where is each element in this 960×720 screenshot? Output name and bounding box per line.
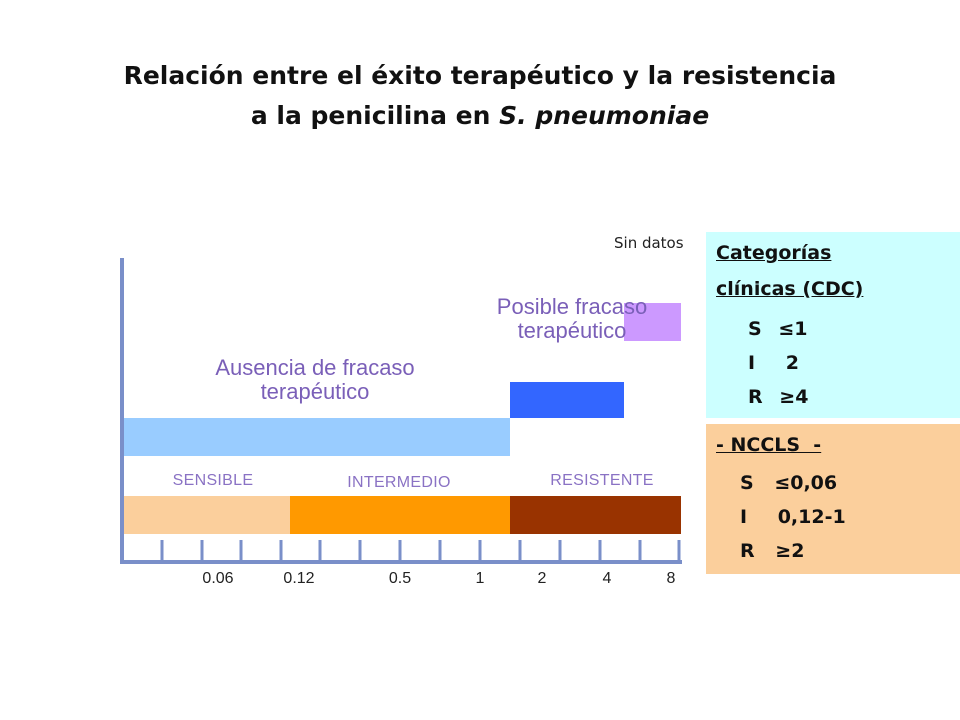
less-equal-icon: ≤ — [774, 472, 791, 494]
title-line-2-prefix: a la penicilina en — [250, 101, 500, 130]
sin-datos-label: Sin datos — [614, 234, 684, 252]
cdc-heading-2: clínicas (CDC) — [716, 278, 864, 300]
intermedio-label: INTERMEDIO — [347, 474, 451, 491]
cdc-cat: I — [748, 352, 756, 374]
tick-label: 0.06 — [202, 570, 234, 587]
posible-fracaso-bar — [510, 382, 624, 418]
cdc-val: 4 — [795, 386, 809, 408]
tick-label: 2 — [537, 570, 547, 587]
cdc-cat: S — [748, 318, 762, 340]
nccls-val: 2 — [791, 540, 805, 562]
nccls-categories-box: - NCCLS - S ≤0,06 I 0,12-1 R ≥2 — [706, 424, 960, 574]
sin-datos-bar — [624, 303, 681, 341]
sensible-label: SENSIBLE — [172, 472, 254, 489]
greater-equal-icon: ≥ — [779, 386, 796, 408]
cdc-row-s: S ≤1 — [748, 318, 807, 340]
nccls-heading: - NCCLS - — [716, 434, 822, 456]
tick-label: 1 — [475, 570, 485, 587]
cdc-val: 1 — [794, 318, 808, 340]
x-axis-ticks — [160, 540, 681, 562]
nccls-val: 0,12-1 — [777, 506, 846, 528]
less-equal-icon: ≤ — [778, 318, 795, 340]
tick-label: 0.5 — [388, 570, 412, 587]
tick-label: 4 — [602, 570, 612, 587]
cdc-cat: R — [748, 386, 763, 408]
cdc-categories-box: Categorías clínicas (CDC) S ≤1 I 2 R ≥4 — [706, 232, 960, 418]
title-line-1: Relación entre el éxito terapéutico y la… — [123, 61, 837, 90]
resistente-label: RESISTENTE — [550, 472, 654, 489]
intermedio-bar — [290, 496, 510, 534]
cdc-row-r: R ≥4 — [748, 386, 808, 408]
ausencia-fracaso-label: Ausencia de fracaso terapéutico — [215, 355, 415, 404]
ausencia-fracaso-bar — [122, 418, 510, 456]
cdc-heading-1: Categorías — [716, 242, 832, 264]
nccls-row-r: R ≥2 — [740, 540, 804, 562]
tick-label: 8 — [666, 570, 676, 587]
resistente-bar — [510, 496, 681, 534]
greater-equal-icon: ≥ — [775, 540, 792, 562]
nccls-row-i: I 0,12-1 — [740, 506, 846, 528]
nccls-cat: S — [740, 472, 754, 494]
nccls-row-s: S ≤0,06 — [740, 472, 837, 494]
nccls-cat: I — [740, 506, 748, 528]
title-organism: S. pneumoniae — [499, 101, 710, 130]
slide-title: Relación entre el éxito terapéutico y la… — [0, 56, 960, 136]
nccls-val: 0,06 — [790, 472, 838, 494]
title-line-2: a la penicilina en S. pneumoniae — [0, 96, 960, 136]
cdc-val: 2 — [785, 352, 799, 374]
tick-label: 0.12 — [283, 570, 315, 587]
cdc-row-i: I 2 — [748, 352, 799, 374]
nccls-cat: R — [740, 540, 755, 562]
sensible-bar — [122, 496, 290, 534]
posible-fracaso-label: Posible fracaso terapéutico — [496, 294, 648, 343]
